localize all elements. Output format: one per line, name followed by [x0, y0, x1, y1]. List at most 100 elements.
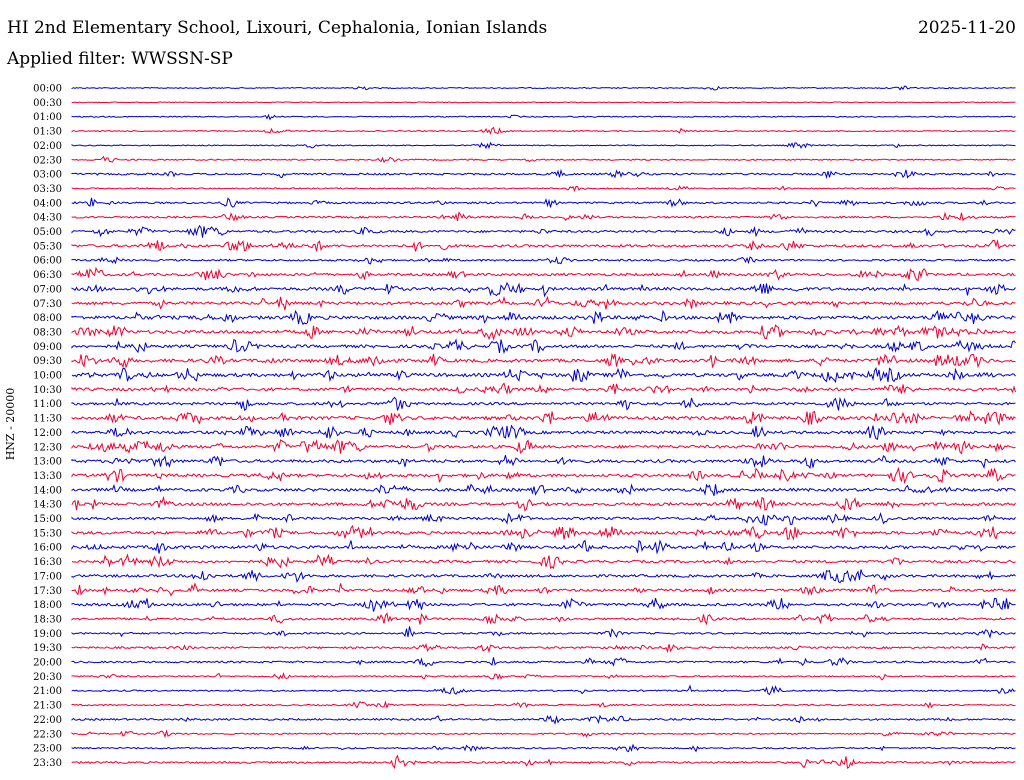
time-tick-label: 04:00: [33, 198, 62, 209]
time-tick-label: 23:30: [33, 758, 62, 769]
time-tick-label: 01:00: [33, 112, 62, 123]
trace-line: [71, 295, 1016, 311]
trace-line: [71, 211, 1016, 222]
trace-line: [71, 495, 1016, 512]
time-tick-label: 05:00: [33, 227, 62, 238]
time-tick-label: 13:30: [33, 471, 62, 482]
time-tick-label: 21:00: [33, 686, 62, 697]
trace-line: [71, 366, 1016, 384]
time-tick-label: 11:00: [33, 399, 62, 410]
trace-line: [71, 396, 1016, 411]
time-tick-label: 22:30: [33, 729, 62, 740]
trace-line: [71, 197, 1016, 208]
time-tick-label: 18:00: [33, 600, 62, 611]
trace-line: [71, 155, 1016, 164]
time-tick-label: 15:30: [33, 528, 62, 539]
trace-line: [71, 657, 1016, 668]
trace-line: [71, 524, 1016, 541]
trace-line: [71, 754, 1016, 769]
chart-title: HI 2nd Elementary School, Lixouri, Cepha…: [7, 18, 548, 38]
time-tick-label: 07:00: [33, 284, 62, 295]
trace-line: [71, 126, 1016, 135]
time-tick-label: 05:30: [33, 241, 62, 252]
time-tick-label: 08:30: [33, 327, 62, 338]
time-tick-label: 12:00: [33, 428, 62, 439]
time-tick-label: 02:30: [33, 155, 62, 166]
time-tick-label: 08:00: [33, 313, 62, 324]
trace-line: [71, 643, 1016, 654]
trace-line: [71, 324, 1016, 341]
time-tick-label: 00:00: [33, 84, 62, 95]
trace-line: [71, 410, 1016, 426]
trace-line: [71, 338, 1016, 355]
trace-line: [71, 309, 1016, 326]
trace-line: [71, 424, 1016, 440]
time-tick-label: 04:30: [33, 213, 62, 224]
trace-line: [71, 672, 1016, 681]
time-tick-label: 20:00: [33, 658, 62, 669]
time-tick-label: 17:00: [33, 571, 62, 582]
trace-group: [71, 85, 1016, 769]
trace-line: [71, 569, 1016, 584]
time-tick-label: 03:00: [33, 170, 62, 181]
time-tick-label: 01:30: [33, 127, 62, 138]
chart-date: 2025-11-20: [917, 18, 1016, 38]
trace-line: [71, 281, 1016, 298]
trace-line: [71, 168, 1016, 180]
time-tick-label: 23:00: [33, 744, 62, 755]
trace-line: [71, 582, 1016, 597]
time-tick-label: 19:00: [33, 629, 62, 640]
trace-line: [71, 714, 1016, 725]
trace-line: [71, 512, 1016, 526]
trace-line: [71, 483, 1016, 496]
trace-line: [71, 439, 1016, 455]
trace-line: [71, 553, 1016, 570]
time-tick-label: 10:00: [33, 371, 62, 382]
time-tick-label: 00:30: [33, 98, 62, 109]
time-tick-label: 07:30: [33, 299, 62, 310]
trace-line: [71, 141, 1016, 150]
trace-line: [71, 466, 1016, 485]
trace-line: [71, 597, 1016, 612]
trace-line: [71, 743, 1016, 753]
time-tick-label: 21:30: [33, 701, 62, 712]
trace-line: [71, 85, 1016, 91]
time-tick-label: 03:30: [33, 184, 62, 195]
trace-line: [71, 729, 1016, 739]
trace-line: [71, 101, 1016, 104]
trace-line: [71, 382, 1016, 395]
trace-line: [71, 626, 1016, 639]
time-tick-label: 11:30: [33, 414, 62, 425]
time-tick-label: 15:00: [33, 514, 62, 525]
time-tick-label: 14:30: [33, 500, 62, 511]
time-tick-group: 00:00 00:30 01:00 01:30 02:00 02:30 03:00 03:30…: [33, 84, 62, 769]
time-tick-label: 02:00: [33, 141, 62, 152]
trace-line: [71, 113, 1016, 121]
trace-line: [71, 224, 1016, 238]
trace-line: [71, 352, 1016, 369]
time-tick-label: 16:00: [33, 543, 62, 554]
time-tick-label: 12:30: [33, 442, 62, 453]
trace-line: [71, 454, 1016, 470]
trace-line: [71, 700, 1016, 710]
time-tick-label: 18:30: [33, 614, 62, 625]
time-tick-label: 13:00: [33, 457, 62, 468]
time-tick-label: 17:30: [33, 586, 62, 597]
time-tick-label: 16:30: [33, 557, 62, 568]
trace-line: [71, 266, 1016, 282]
time-tick-label: 06:30: [33, 270, 62, 281]
time-tick-label: 10:30: [33, 385, 62, 396]
time-tick-label: 09:30: [33, 356, 62, 367]
time-tick-label: 14:00: [33, 485, 62, 496]
time-tick-label: 22:00: [33, 715, 62, 726]
trace-line: [71, 684, 1016, 696]
trace-line: [71, 612, 1016, 626]
trace-line: [71, 256, 1016, 265]
trace-line: [71, 185, 1016, 193]
time-tick-label: 06:00: [33, 256, 62, 267]
time-tick-label: 19:30: [33, 643, 62, 654]
y-axis-label: HNZ - 20000: [4, 388, 17, 461]
trace-line: [71, 539, 1016, 555]
trace-line: [71, 239, 1016, 252]
